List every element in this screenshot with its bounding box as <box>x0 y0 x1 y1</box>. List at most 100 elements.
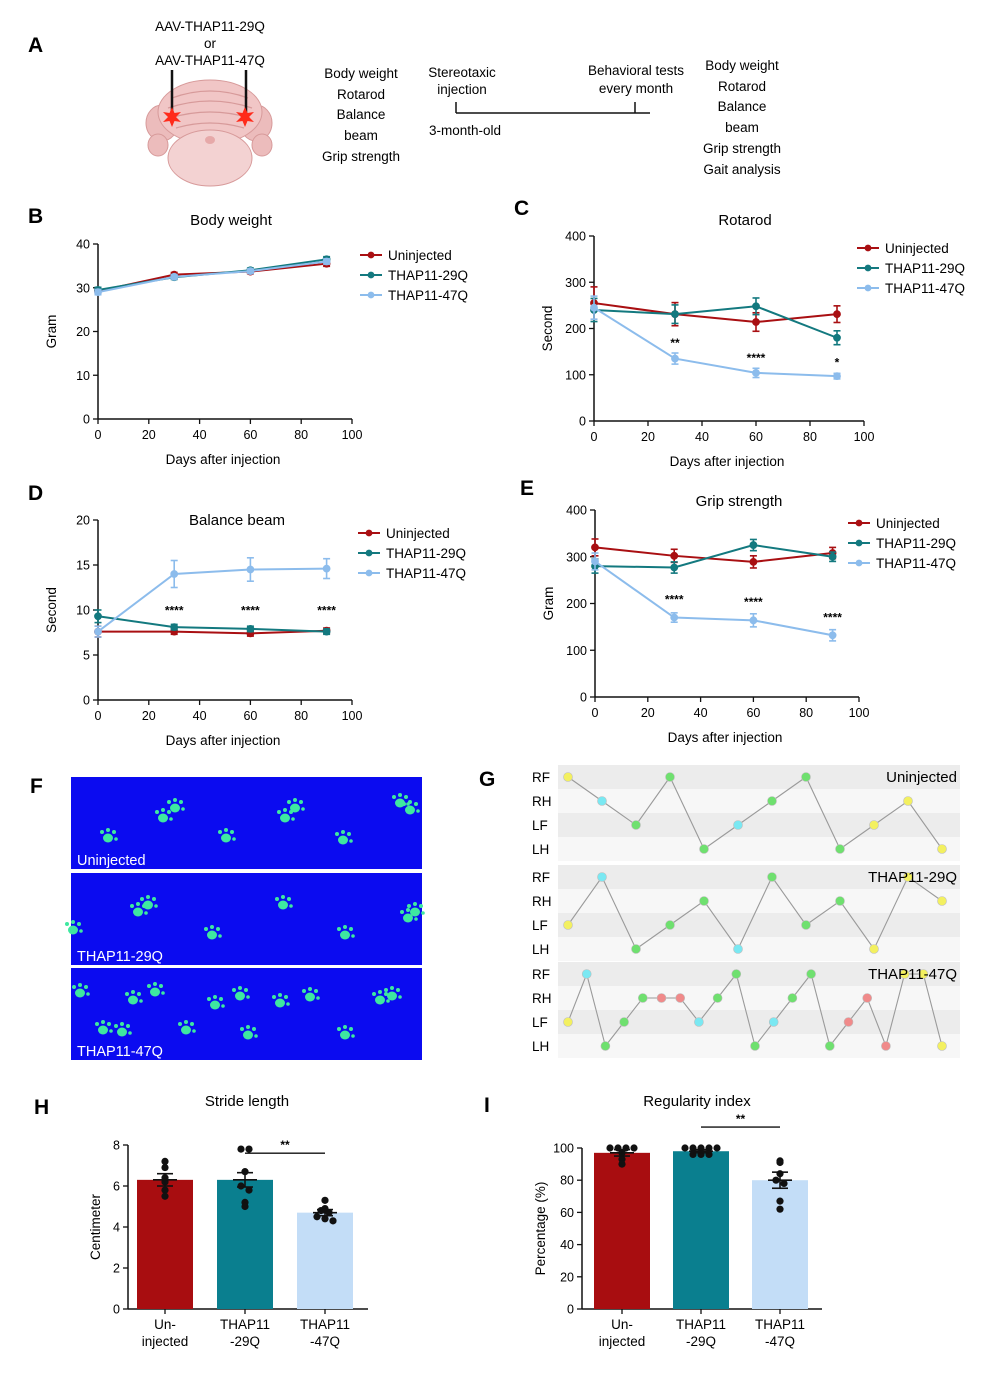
chart-d-x-tick-label: 100 <box>342 709 363 723</box>
monthly-test-3: Balance <box>718 99 767 114</box>
gait-step-point <box>937 844 947 854</box>
chart-e-x-tick-label: 20 <box>641 706 655 720</box>
paw-print-icon <box>130 902 148 917</box>
legend-label-thap11-47q: THAP11-47Q <box>876 556 956 571</box>
paw-toe <box>218 830 222 834</box>
paw-toe <box>179 800 183 804</box>
gait-sequence-line <box>567 875 943 951</box>
chart-e-x-axis-label: Days after injection <box>668 730 783 745</box>
paw-toe <box>114 837 118 841</box>
data-point <box>94 288 102 297</box>
paw-pad <box>278 900 288 910</box>
chart-i-y-tick-label: 20 <box>560 1270 574 1284</box>
paw-print-icon <box>337 925 355 940</box>
gait-step-point <box>862 993 873 1003</box>
paw-pad <box>340 1030 350 1040</box>
paw-toe <box>314 989 318 993</box>
paw-toe <box>343 1025 347 1029</box>
data-point <box>670 551 679 560</box>
gait-step-point <box>699 844 709 854</box>
gait-step-point <box>767 872 777 882</box>
paw-print-icon <box>337 1025 355 1040</box>
individual-point <box>776 1158 784 1167</box>
category-label-line1: THAP11 <box>220 1317 270 1332</box>
significance-label: ** <box>280 1138 290 1152</box>
gait-video-label: THAP11-29Q <box>77 949 163 965</box>
gait-video-label: Uninjected <box>77 853 146 869</box>
legend-label-uninjected: Uninjected <box>388 248 452 263</box>
legend-label-uninjected: Uninjected <box>386 526 450 541</box>
gait-step-point <box>694 1017 704 1027</box>
virus-label-or: or <box>204 36 217 51</box>
chart-c-x-tick-label: 80 <box>803 430 817 444</box>
data-point <box>828 631 837 640</box>
paw-toe <box>398 793 402 797</box>
panel-letter-h: H <box>34 1096 49 1119</box>
injection-label-1: Stereotaxic <box>428 65 496 80</box>
category-label-line1: Un- <box>611 1317 633 1332</box>
gait-video-label: THAP11-47Q <box>77 1044 163 1060</box>
gait-step-point <box>843 1017 854 1027</box>
chart-c-y-tick-label: 0 <box>579 415 586 429</box>
paw-toe <box>72 985 76 989</box>
paw-toe <box>419 904 423 908</box>
panel-letter-g: G <box>479 768 495 791</box>
gait-sequence-line <box>567 775 943 850</box>
paw-toe <box>407 904 411 908</box>
chart-d-y-tick-label: 5 <box>83 649 90 663</box>
paw-pad <box>207 930 217 940</box>
paw-toe <box>252 1027 256 1031</box>
legend-marker-thap11-29q <box>365 549 373 557</box>
legend-marker-thap11-47q <box>365 569 373 577</box>
chart-e-x-tick-label: 80 <box>799 706 813 720</box>
paw-toe <box>65 922 69 926</box>
gait-group-label: THAP11-29Q <box>868 869 957 886</box>
data-point <box>246 267 255 276</box>
paw-toe <box>169 817 173 821</box>
data-point <box>322 257 331 266</box>
gait-row-label: RF <box>532 870 550 885</box>
chart-c-y-tick-label: 300 <box>565 276 586 290</box>
paw-toe <box>343 925 347 929</box>
panel-letter-a: A <box>28 34 43 57</box>
gait-step-point <box>665 920 675 930</box>
gait-row-band <box>558 962 960 986</box>
paw-toe <box>100 830 104 834</box>
monthly-test-2: Rotarod <box>718 79 766 94</box>
paw-toe <box>408 800 412 804</box>
paw-toe <box>390 986 394 990</box>
legend-label-thap11-47q: THAP11-47Q <box>386 566 466 581</box>
paw-pad <box>275 998 285 1008</box>
stride-length-chart: Stride length 0 2 4 6 8 Centimeter Un-injected T… <box>88 1093 368 1349</box>
gait-step-point <box>768 1017 779 1027</box>
chart-c-x-tick-label: 100 <box>854 430 875 444</box>
series-thap11-47q <box>94 257 331 297</box>
paw-toe <box>112 830 116 834</box>
paw-toe <box>308 987 312 991</box>
panel-letter-c: C <box>514 197 529 220</box>
paw-toe <box>161 991 165 995</box>
series-line-thap11-29q <box>97 615 327 633</box>
chart-d-x-tick-label: 20 <box>142 709 156 723</box>
gait-row-label: LH <box>532 942 549 957</box>
gait-step-point <box>665 772 675 782</box>
chart-b-x-tick-label: 40 <box>193 428 207 442</box>
category-label-line2: -47Q <box>310 1334 340 1349</box>
virus-label-29q: AAV-THAP11-29Q <box>155 19 265 34</box>
paw-toe <box>341 830 345 834</box>
gait-step-point <box>619 1017 629 1027</box>
legend-label-uninjected: Uninjected <box>885 241 949 256</box>
panel-a: AAV-THAP11-29Q or AAV-THAP11-47Q Body we… <box>145 19 781 187</box>
paw-toe <box>232 988 236 992</box>
chart-e-x-tick-label: 60 <box>746 706 760 720</box>
gait-group-thap11-47q: RF RH LF LH THAP11-47Q <box>532 962 960 1058</box>
data-point <box>670 613 679 622</box>
individual-point <box>245 1186 253 1194</box>
category-label-line2: injected <box>142 1334 189 1349</box>
gait-row-band <box>558 889 960 913</box>
data-point <box>749 557 758 566</box>
paw-toe <box>416 809 420 813</box>
paw-print-icon <box>114 1022 132 1037</box>
individual-point <box>713 1144 721 1152</box>
